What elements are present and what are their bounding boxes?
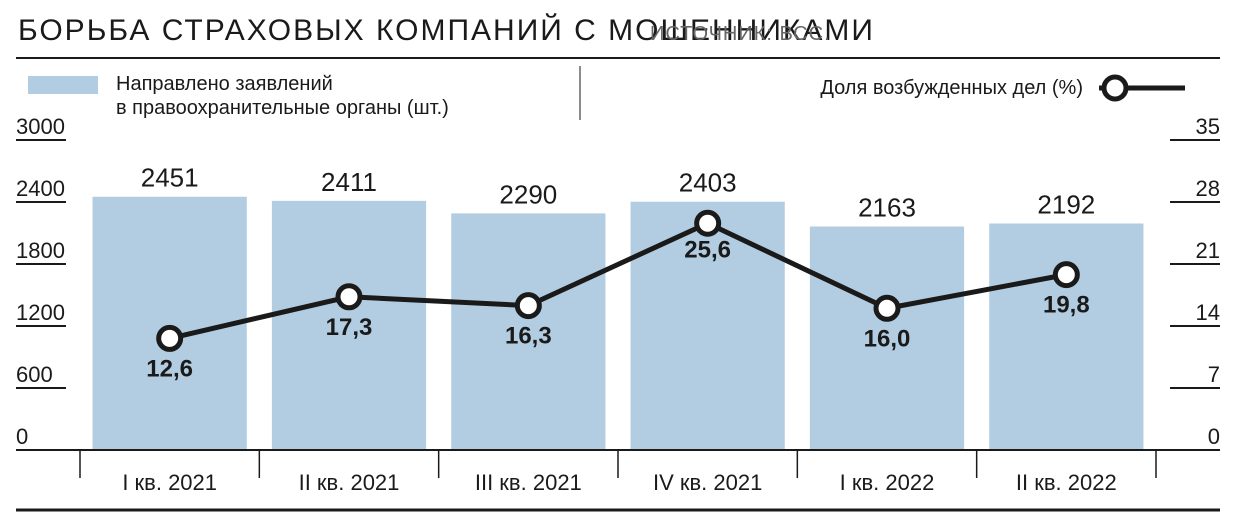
line-marker (159, 327, 181, 349)
right-tick-label: 0 (1208, 424, 1220, 449)
bar-value-label: 2403 (679, 168, 737, 198)
line-marker (338, 286, 360, 308)
chart-container: БОРЬБА СТРАХОВЫХ КОМПАНИЙ С МОШЕННИКАМИИ… (0, 0, 1236, 524)
legend-bar-swatch (28, 76, 98, 94)
left-tick-label: 1200 (16, 300, 65, 325)
line-value-label: 16,3 (505, 323, 552, 350)
xaxis-label: I кв. 2021 (122, 470, 217, 495)
bar-value-label: 2451 (141, 163, 199, 193)
chart-source: ИСТОЧНИК: ВСС. (650, 23, 831, 45)
bar (989, 223, 1143, 450)
left-tick-label: 0 (16, 424, 28, 449)
xaxis-label: I кв. 2022 (840, 470, 935, 495)
legend-bars-line2: в правоохранительные органы (шт.) (116, 97, 449, 119)
legend-line-label: Доля возбужденных дел (%) (820, 77, 1083, 99)
xaxis-label: IV кв. 2021 (653, 470, 762, 495)
chart-svg: БОРЬБА СТРАХОВЫХ КОМПАНИЙ С МОШЕННИКАМИИ… (0, 0, 1236, 524)
line-marker (697, 212, 719, 234)
bar-value-label: 2192 (1037, 189, 1095, 219)
legend-bars-line1: Направлено заявлений (116, 73, 333, 95)
bar-value-label: 2411 (321, 167, 377, 197)
line-marker (1055, 264, 1077, 286)
legend-line-marker (1104, 77, 1126, 99)
line-marker (876, 297, 898, 319)
left-tick-label: 3000 (16, 114, 65, 139)
xaxis-label: II кв. 2021 (299, 470, 400, 495)
left-tick-label: 600 (16, 362, 53, 387)
xaxis-label: III кв. 2021 (475, 470, 582, 495)
line-value-label: 25,6 (684, 236, 731, 263)
right-tick-label: 7 (1208, 362, 1220, 387)
left-tick-label: 2400 (16, 176, 65, 201)
line-value-label: 19,8 (1043, 292, 1090, 319)
left-tick-label: 1800 (16, 238, 65, 263)
bar-value-label: 2163 (858, 192, 916, 222)
line-marker (517, 295, 539, 317)
right-tick-label: 21 (1196, 238, 1220, 263)
bar-value-label: 2290 (499, 179, 557, 209)
xaxis-label: II кв. 2022 (1016, 470, 1117, 495)
line-value-label: 16,0 (864, 325, 911, 352)
right-tick-label: 35 (1196, 114, 1220, 139)
right-tick-label: 28 (1196, 176, 1220, 201)
right-tick-label: 14 (1196, 300, 1220, 325)
line-value-label: 17,3 (326, 314, 373, 341)
line-value-label: 12,6 (146, 355, 193, 382)
